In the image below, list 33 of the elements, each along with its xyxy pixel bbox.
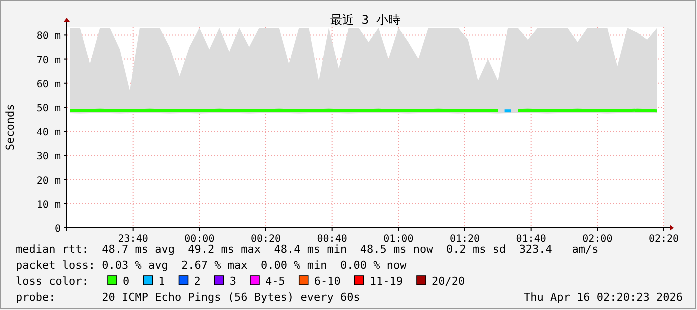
y-tick-label: 80 m	[36, 31, 61, 42]
x-tick-label: 00:40	[317, 234, 348, 245]
legend-label: 11-19	[370, 275, 403, 288]
legend-label: 1	[158, 275, 166, 288]
text: packet loss: 0.03 % avg 2.67 % max 0.00 % min 0.00 % now	[16, 259, 408, 272]
x-tick-label: 02:00	[582, 234, 613, 245]
x-tick-label: 01:20	[450, 234, 480, 245]
x-tick-label: 23:40	[118, 234, 148, 245]
legend-label: 6-10	[314, 275, 341, 288]
legend-label: 20/20	[432, 275, 466, 288]
y-axis-title: Seconds	[4, 104, 17, 151]
y-tick-label: 60 m	[36, 79, 61, 90]
legend-label: 3	[230, 275, 236, 288]
y-tick-label: 20 m	[36, 176, 61, 187]
y-tick-label: 50 m	[36, 103, 61, 114]
y-tick-label: 40 m	[36, 128, 61, 139]
y-tick-label: 70 m	[36, 55, 61, 66]
chart-title: 最近 3 小時	[330, 13, 400, 27]
y-tick-label: 0	[54, 224, 61, 235]
x-tick-label: 00:20	[250, 234, 282, 245]
x-tick-label: 01:40	[516, 234, 546, 245]
legend-label: 2	[194, 275, 201, 288]
legend-label: 0	[123, 275, 130, 288]
y-tick-label: 10 m	[36, 200, 61, 211]
text: median rtt: 48.7 ms avg 49.2 ms max 48.4 ms min 48.5 ms now 0.2 ms sd 323.4 am/s	[16, 243, 599, 256]
text: probe: 20 ICMP Echo Pings (56 Bytes) every 60s	[16, 291, 360, 304]
text: Thu Apr 16 02:20:23 2026	[524, 291, 683, 304]
x-tick-label: 02:20	[648, 234, 680, 245]
x-tick-label: 00:00	[184, 234, 215, 245]
legend-title: loss color:	[16, 275, 89, 288]
legend-label: 4-5	[266, 275, 286, 288]
x-tick-label: 01:00	[384, 234, 414, 245]
y-tick-label: 30 m	[36, 152, 61, 163]
